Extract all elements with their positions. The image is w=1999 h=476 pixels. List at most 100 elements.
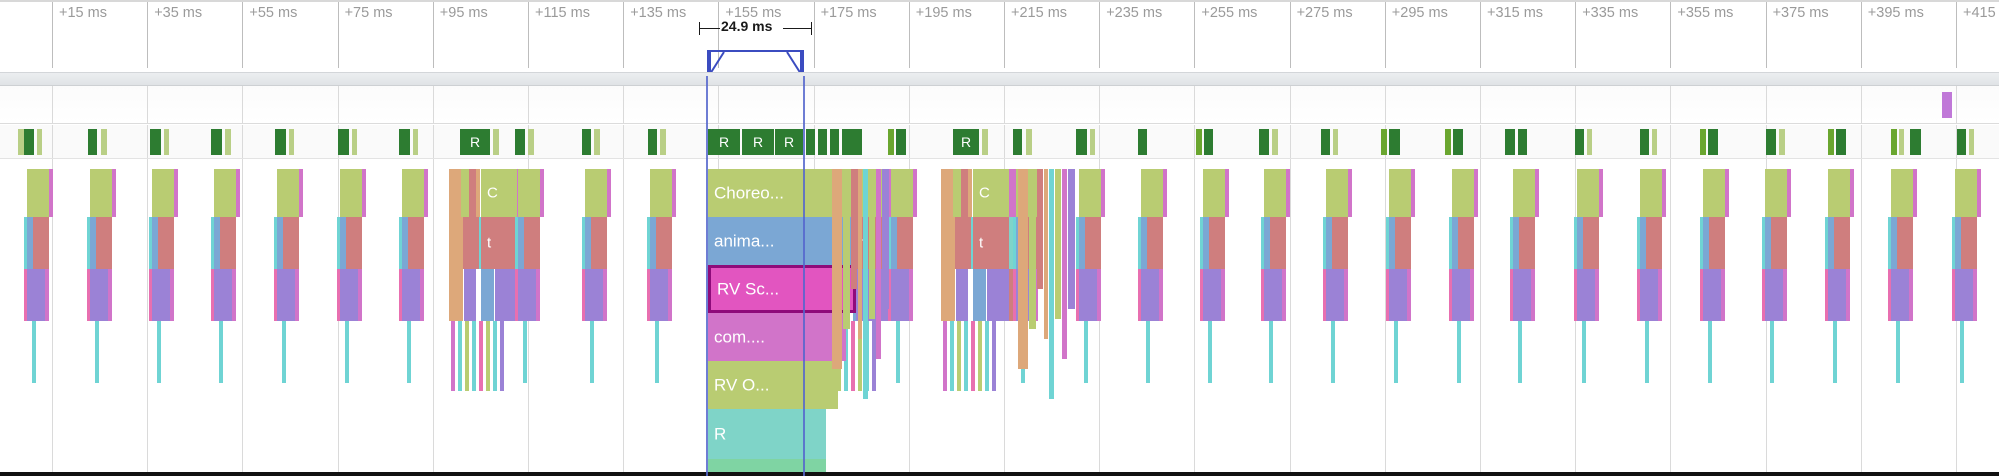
flame-block-thin[interactable] [465, 321, 469, 391]
flame-block-thin[interactable] [985, 321, 989, 391]
flame-block-thin[interactable] [1009, 169, 1019, 217]
flame-block-thin[interactable] [953, 169, 961, 217]
flame-block-thin[interactable] [1474, 169, 1478, 217]
flame-block-thin[interactable] [1029, 169, 1036, 329]
flame-block-draw[interactable] [1079, 169, 1101, 217]
flame-block-thin[interactable] [1034, 269, 1038, 321]
flame-block-thin[interactable] [585, 217, 591, 269]
flame-block-thin[interactable] [943, 321, 947, 391]
flame-block-thin[interactable] [24, 217, 27, 269]
flame-block-thin[interactable] [24, 269, 27, 321]
flame-block-thin[interactable] [1973, 269, 1977, 321]
flame-block-thin[interactable] [1344, 269, 1348, 321]
flame-block-thin[interactable] [32, 321, 36, 383]
flame-block-measure[interactable] [33, 217, 49, 269]
frame-block[interactable] [1076, 129, 1087, 155]
flame-block-thin[interactable] [956, 269, 968, 321]
flame-block-layout[interactable] [1765, 269, 1783, 321]
frame-block[interactable] [1957, 129, 1966, 155]
flame-block-thin[interactable] [1159, 269, 1163, 321]
flame-block-thin[interactable] [941, 169, 953, 217]
flame-block-thin[interactable] [1055, 169, 1061, 319]
flame-block-thin[interactable] [872, 321, 876, 391]
flame-block-layout[interactable] [1513, 269, 1531, 321]
flame-block-thin[interactable] [472, 321, 476, 391]
flame-block-thin[interactable] [464, 269, 476, 321]
frame-block[interactable] [1836, 129, 1846, 155]
flame-block-thin[interactable] [1221, 269, 1225, 321]
flame-block-traversal[interactable]: t [481, 217, 517, 269]
flame-block-layout[interactable] [585, 269, 603, 321]
flame-block-thin[interactable] [1909, 269, 1913, 321]
flame-block-thin[interactable] [668, 269, 672, 321]
flame-block-thin[interactable] [399, 217, 402, 269]
flame-block-thin[interactable] [582, 269, 585, 321]
flame-block-thin[interactable] [1084, 321, 1088, 383]
frame-block[interactable] [1652, 129, 1657, 155]
flame-block-draw[interactable] [1389, 169, 1411, 217]
flame-block-thin[interactable] [458, 321, 462, 391]
flame-block-draw[interactable] [1765, 169, 1787, 217]
flame-block-thin[interactable] [500, 321, 504, 391]
flame-block-thin[interactable] [1577, 217, 1583, 269]
flame-block-thin[interactable] [1163, 169, 1167, 217]
flame-block-thin[interactable] [1960, 321, 1964, 383]
flame-block-thin[interactable] [1449, 269, 1452, 321]
flame-block-thin[interactable] [1326, 217, 1332, 269]
flame-block-layout[interactable] [1079, 269, 1097, 321]
flame-block-thin[interactable] [1348, 169, 1352, 217]
flame-block-draw[interactable] [1828, 169, 1850, 217]
flame-block-layout[interactable] [1264, 269, 1282, 321]
flame-block-thin[interactable] [449, 217, 463, 269]
flame-block-thin[interactable] [515, 217, 518, 269]
flame-block-commit[interactable]: C [973, 169, 1009, 217]
flame-block-thin[interactable] [913, 169, 917, 217]
flame-block-measure[interactable] [656, 217, 672, 269]
flame-block-measure[interactable] [1771, 217, 1787, 269]
flame-block-measure[interactable] [158, 217, 174, 269]
frame-block[interactable] [1910, 129, 1921, 155]
frame-block[interactable] [1381, 129, 1387, 155]
flame-block-thin[interactable] [1825, 269, 1828, 321]
flame-block-draw[interactable] [1264, 169, 1286, 217]
frame-block[interactable] [888, 129, 894, 155]
flame-block-thin[interactable] [950, 321, 954, 391]
flame-block-thin[interactable] [1513, 217, 1519, 269]
flame-block-thin[interactable] [1097, 269, 1101, 321]
flame-block-measure[interactable] [283, 217, 299, 269]
flame-block-6[interactable]: c [708, 459, 826, 474]
flame-block-layout[interactable] [152, 269, 170, 321]
flame-block-thin[interactable] [888, 269, 891, 321]
flame-block-thin[interactable] [449, 269, 463, 321]
flame-block-thin[interactable] [1510, 269, 1513, 321]
frame-block[interactable] [806, 129, 815, 155]
frame-block[interactable] [211, 129, 222, 155]
flame-block-thin[interactable] [647, 217, 650, 269]
flame-block-thin[interactable] [1762, 269, 1765, 321]
frame-block[interactable] [1518, 129, 1527, 155]
frame-block[interactable] [1389, 129, 1400, 155]
flame-block-0[interactable]: Choreo... [708, 169, 856, 217]
flame-block-2[interactable]: RV Sc... [708, 265, 856, 313]
flame-block-layout[interactable] [518, 269, 536, 321]
frame-block[interactable] [1708, 129, 1718, 155]
flame-block-thin[interactable] [858, 321, 862, 391]
flame-block-thin[interactable] [1049, 169, 1054, 399]
flame-block-thin[interactable] [1787, 169, 1791, 217]
flame-block-thin[interactable] [843, 169, 850, 329]
flame-block-draw[interactable] [1577, 169, 1599, 217]
flame-block-thin[interactable] [1510, 217, 1513, 269]
flame-block-thin[interactable] [214, 217, 220, 269]
flame-block-thin[interactable] [274, 217, 277, 269]
flame-block-measure[interactable] [1646, 217, 1662, 269]
flame-block-thin[interactable] [1138, 217, 1141, 269]
flame-block-draw[interactable] [1141, 169, 1163, 217]
frame-block[interactable] [150, 129, 161, 155]
flame-block-thin[interactable] [1531, 269, 1535, 321]
flame-block-thin[interactable] [518, 217, 524, 269]
flame-block-draw[interactable] [585, 169, 607, 217]
flame-block-thin[interactable] [941, 269, 955, 321]
flame-block-measure[interactable] [1332, 217, 1348, 269]
flame-block-measure[interactable] [96, 217, 112, 269]
frame-block[interactable] [413, 129, 418, 155]
